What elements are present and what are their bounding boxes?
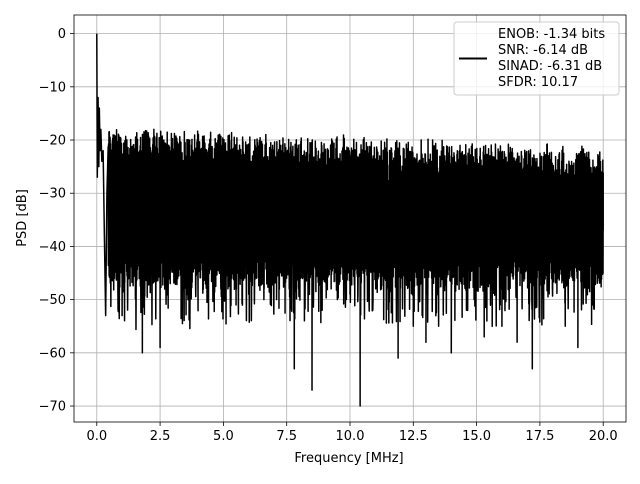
x-tick-label: 17.5 [525, 429, 554, 444]
y-tick-label: −70 [39, 400, 66, 415]
x-tick-label: 12.5 [399, 429, 428, 444]
y-tick-label: −50 [39, 293, 66, 308]
x-tick-label: 7.5 [276, 429, 297, 444]
x-tick-label: 10.0 [336, 429, 365, 444]
y-tick-label: −20 [39, 134, 66, 149]
legend-text-enob: ENOB: -1.34 bits [498, 27, 605, 42]
x-tick-label: 5.0 [213, 429, 234, 444]
legend: ENOB: -1.34 bits SNR: -6.14 dB SINAD: -6… [453, 21, 620, 96]
series-layer [96, 33, 604, 407]
y-tick-label: −10 [39, 80, 66, 95]
legend-text-sinad: SINAD: -6.31 dB [498, 59, 602, 74]
y-tick-label: −40 [39, 240, 66, 255]
y-tick-label: −60 [39, 346, 66, 361]
legend-text-sfdr: SFDR: 10.17 [498, 75, 578, 90]
x-tick-label: 2.5 [150, 429, 171, 444]
x-tick-label: 20.0 [589, 429, 618, 444]
legend-text-snr: SNR: -6.14 dB [498, 43, 588, 58]
x-axis-label: Frequency [MHz] [294, 451, 403, 466]
y-tick-label: 0 [58, 27, 66, 42]
y-axis-label: PSD [dB] [15, 189, 30, 247]
legend-box [453, 21, 620, 96]
x-tick-label: 0.0 [86, 429, 107, 444]
psd-series-line [96, 33, 604, 407]
y-tick-label: −30 [39, 187, 66, 202]
tick-layer: 0.0 2.5 5.0 7.5 10.0 12.5 15.0 17.5 20.0 0 −10 −20 −… [39, 27, 618, 444]
x-tick-label: 15.0 [462, 429, 491, 444]
